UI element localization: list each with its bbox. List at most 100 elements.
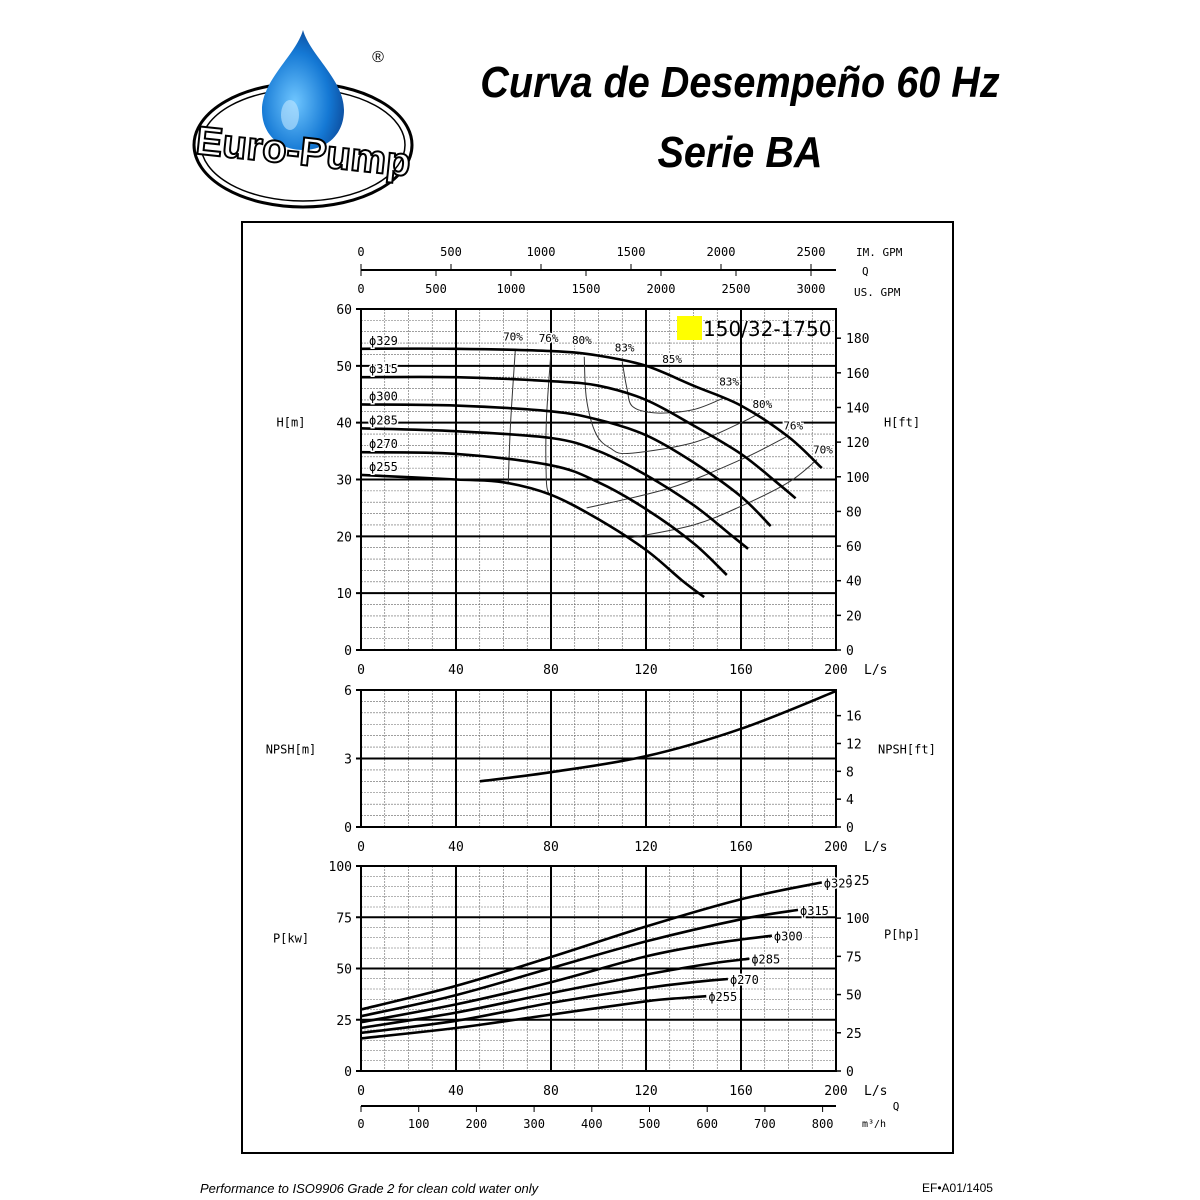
us-gpm-label: US. GPM	[854, 286, 901, 299]
series-line-300	[360, 934, 773, 1024]
x-tick-label: 80	[543, 1084, 559, 1099]
y-tick-label: 25	[336, 1014, 352, 1029]
right-tick-label: 0	[846, 821, 854, 836]
series-label: ϕ255	[369, 460, 398, 474]
m3h-tick-label: 800	[812, 1117, 834, 1131]
right-tick-label: 20	[846, 609, 862, 624]
us-gpm-tick-label: 0	[357, 282, 364, 296]
title-line-2: Serie BA	[657, 128, 823, 177]
m3h-tick-label: 100	[408, 1117, 430, 1131]
series-line-255	[360, 473, 705, 599]
m3h-tick-label: 0	[357, 1117, 364, 1131]
x-axis-label: L/s	[864, 840, 887, 855]
series-label: ϕ300	[774, 930, 803, 944]
right-axis-label: H[ft]	[884, 416, 920, 430]
efficiency-line-70pct	[507, 348, 516, 483]
series-label: ϕ270	[369, 437, 398, 451]
series-line-315	[360, 908, 799, 1018]
series-label: ϕ270	[730, 973, 759, 987]
right-tick-label: 12	[846, 737, 862, 752]
im-gpm-label: IM. GPM	[856, 246, 903, 259]
series-label: ϕ315	[369, 362, 398, 376]
y-tick-label: 20	[336, 530, 352, 545]
x-tick-label: 200	[824, 1084, 847, 1099]
series-line-315	[360, 375, 797, 500]
right-tick-label: 100	[846, 912, 869, 927]
right-tick-label: 50	[846, 989, 862, 1004]
x-tick-label: 160	[729, 663, 752, 678]
series-line-270	[360, 977, 729, 1035]
efficiency-label: 83%	[719, 376, 739, 389]
right-tick-label: 0	[846, 644, 854, 659]
efficiency-label: 76%	[539, 332, 559, 345]
series-label: ϕ255	[708, 990, 737, 1004]
y-tick-label: 50	[336, 360, 352, 375]
im-gpm-tick-label: 500	[440, 245, 462, 259]
y-axis-label: P[kw]	[273, 932, 309, 946]
x-tick-label: 40	[448, 1084, 464, 1099]
plot-frame	[360, 308, 837, 651]
right-tick-label: 8	[846, 765, 854, 780]
x-tick-label: 80	[543, 840, 559, 855]
euro-pump-logo: Euro-Pump ®	[192, 30, 414, 209]
y-tick-label: 30	[336, 474, 352, 489]
im-gpm-tick-label: 1000	[527, 245, 556, 259]
water-drop-icon	[262, 30, 344, 150]
y-axis-label: H[m]	[277, 416, 306, 430]
series-label: ϕ285	[369, 413, 398, 427]
series-label: ϕ329	[824, 876, 853, 890]
title-line-1: Curva de Desempeño 60 Hz	[480, 58, 1000, 107]
y-axis-label: NPSH[m]	[266, 743, 317, 757]
x-axis-label: L/s	[864, 1084, 887, 1099]
series-line	[479, 689, 837, 783]
series-line-285	[360, 957, 750, 1030]
series-label: ϕ285	[751, 953, 780, 967]
m3h-unit-label: m³/h	[862, 1119, 886, 1130]
footer-code: EF•A01/1405	[922, 1181, 993, 1195]
im-gpm-tick-label: 0	[357, 245, 364, 259]
right-axis-label: NPSH[ft]	[878, 743, 936, 757]
us-gpm-tick-label: 500	[425, 282, 447, 296]
q-label: Q	[893, 1100, 900, 1113]
x-tick-label: 120	[634, 1084, 657, 1099]
efficiency-line-80pct	[583, 356, 761, 455]
x-axis-label: L/s	[864, 663, 887, 678]
efficiency-label: 83%	[615, 342, 635, 355]
us-gpm-tick-label: 1000	[497, 282, 526, 296]
series-label: ϕ315	[800, 904, 829, 918]
right-tick-label: 125	[846, 874, 869, 889]
y-tick-label: 40	[336, 417, 352, 432]
y-tick-label: 10	[336, 587, 352, 602]
right-axis-label: P[hp]	[884, 928, 920, 942]
us-gpm-tick-label: 2000	[647, 282, 676, 296]
x-tick-label: 120	[634, 663, 657, 678]
y-tick-label: 0	[344, 1065, 352, 1080]
x-tick-label: 200	[824, 663, 847, 678]
right-tick-label: 4	[846, 793, 854, 808]
right-tick-label: 75	[846, 950, 862, 965]
series-line-329	[360, 881, 823, 1011]
y-tick-label: 75	[336, 911, 352, 926]
x-tick-label: 0	[357, 663, 365, 678]
y-tick-label: 0	[344, 644, 352, 659]
us-gpm-tick-label: 2500	[722, 282, 751, 296]
series-label: ϕ329	[369, 334, 398, 348]
us-gpm-tick-label: 1500	[572, 282, 601, 296]
x-tick-label: 160	[729, 1084, 752, 1099]
m3h-tick-label: 600	[696, 1117, 718, 1131]
right-tick-label: 80	[846, 505, 862, 520]
y-tick-label: 0	[344, 821, 352, 836]
y-tick-label: 6	[344, 684, 352, 699]
series-line-329	[360, 347, 823, 470]
right-tick-label: 16	[846, 710, 862, 725]
footer-note: Performance to ISO9906 Grade 2 for clean…	[200, 1181, 539, 1196]
x-tick-label: 40	[448, 663, 464, 678]
y-tick-label: 50	[336, 963, 352, 978]
efficiency-line-83pct	[621, 361, 724, 414]
series-label: ϕ300	[369, 389, 398, 403]
registered-mark: ®	[372, 49, 384, 66]
us-gpm-tick-label: 3000	[797, 282, 826, 296]
x-tick-label: 80	[543, 663, 559, 678]
im-gpm-tick-label: 1500	[617, 245, 646, 259]
